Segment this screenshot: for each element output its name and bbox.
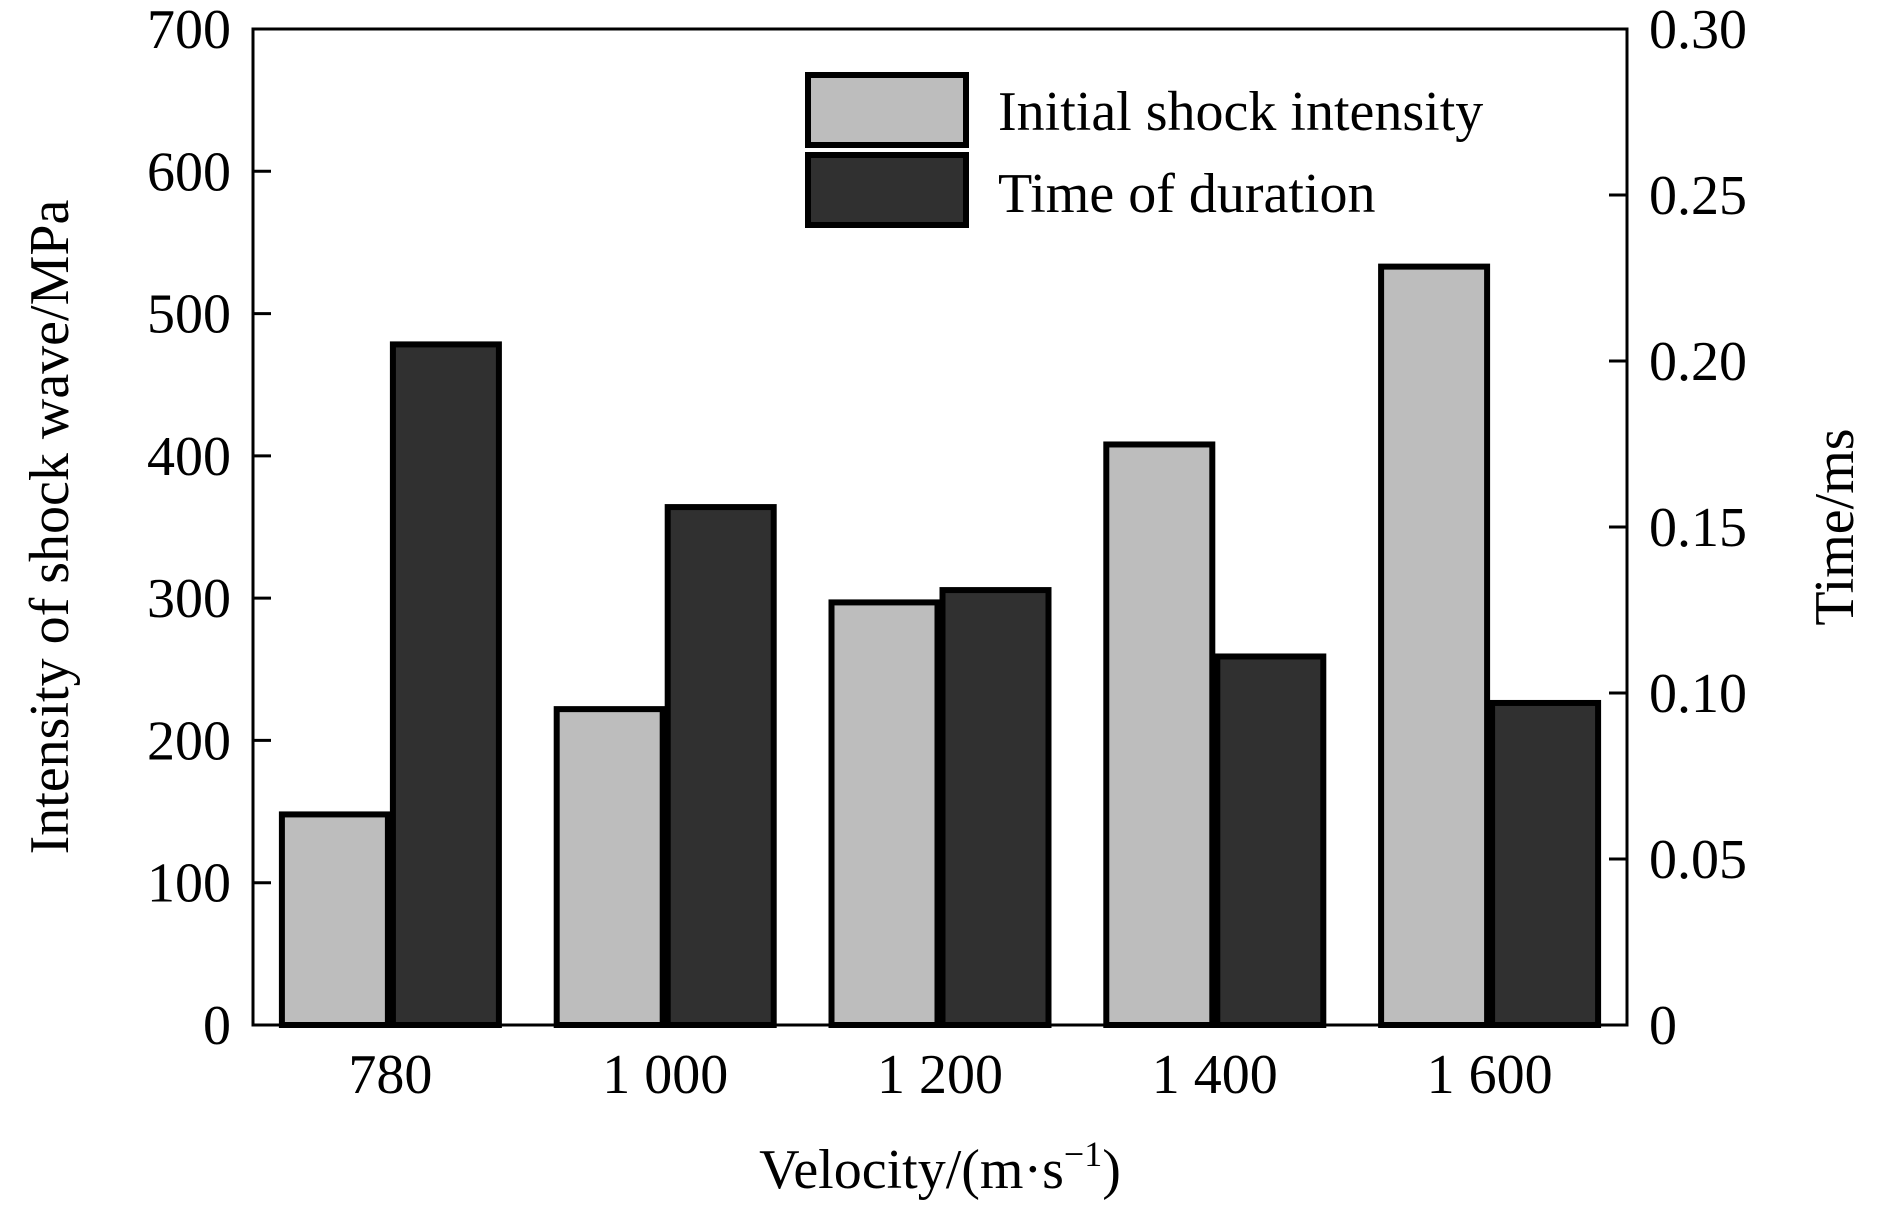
x-tick-label: 1 400 bbox=[1152, 1044, 1278, 1106]
bar-duration-4 bbox=[1489, 699, 1602, 1029]
y2-tick-label: 0.05 bbox=[1649, 829, 1747, 891]
y2-tick-label: 0.25 bbox=[1649, 165, 1747, 227]
legend: Initial shock intensity Time of duration bbox=[805, 72, 1483, 228]
y-tick-label: 100 bbox=[147, 853, 231, 915]
x-tick-label: 1 000 bbox=[602, 1044, 728, 1106]
bar-intensity-1 bbox=[553, 706, 666, 1029]
bar-intensity-0 bbox=[278, 811, 391, 1028]
bars-group bbox=[278, 263, 1602, 1029]
bar-duration-0 bbox=[389, 341, 502, 1028]
x-tick-label: 780 bbox=[348, 1044, 432, 1106]
y-tick-label: 0 bbox=[203, 995, 231, 1057]
y-axis-title: Intensity of shock wave/MPa bbox=[19, 199, 81, 854]
bar-intensity-2 bbox=[828, 599, 941, 1028]
bar-duration-3 bbox=[1214, 653, 1327, 1028]
bar-intensity-4 bbox=[1378, 263, 1491, 1029]
y2-tick-label: 0.30 bbox=[1649, 0, 1747, 61]
y-tick-label: 500 bbox=[147, 284, 231, 346]
y2-axis-title: Time/ms bbox=[1804, 428, 1866, 625]
y-tick-label: 600 bbox=[147, 141, 231, 203]
x-tick-label: 1 600 bbox=[1427, 1044, 1553, 1106]
legend-swatch-intensity bbox=[805, 72, 969, 148]
y2-tick-label: 0.15 bbox=[1649, 497, 1747, 559]
y2-tick-label: 0.10 bbox=[1649, 663, 1747, 725]
bar-duration-1 bbox=[664, 504, 777, 1028]
bar-duration-2 bbox=[939, 587, 1052, 1029]
x-axis-title-tail: ) bbox=[1102, 1139, 1121, 1201]
y-tick-label: 200 bbox=[147, 710, 231, 772]
y2-tick-label: 0 bbox=[1649, 995, 1677, 1057]
x-axis-title-main: Velocity/(m·s bbox=[759, 1139, 1064, 1201]
y-tick-label: 400 bbox=[147, 426, 231, 488]
right-axis-ticks: 0 0.05 0.10 0.15 0.20 0.25 0.30 bbox=[1609, 0, 1747, 1057]
y2-tick-label: 0.20 bbox=[1649, 331, 1747, 393]
x-axis-title: Velocity/(m·s−1) bbox=[759, 1134, 1121, 1201]
y-tick-label: 300 bbox=[147, 568, 231, 630]
legend-label-duration: Time of duration bbox=[998, 163, 1375, 225]
x-tick-label: 1 200 bbox=[877, 1044, 1003, 1106]
y-tick-label: 700 bbox=[147, 0, 231, 61]
legend-swatch-duration bbox=[805, 152, 969, 228]
legend-label-intensity: Initial shock intensity bbox=[998, 81, 1483, 143]
bar-intensity-3 bbox=[1103, 441, 1216, 1028]
x-axis-title-sup: −1 bbox=[1064, 1134, 1102, 1174]
x-axis-ticks: 780 1 000 1 200 1 400 1 600 bbox=[348, 1044, 1552, 1106]
left-axis-ticks: 0 100 200 300 400 500 600 700 bbox=[147, 0, 271, 1057]
